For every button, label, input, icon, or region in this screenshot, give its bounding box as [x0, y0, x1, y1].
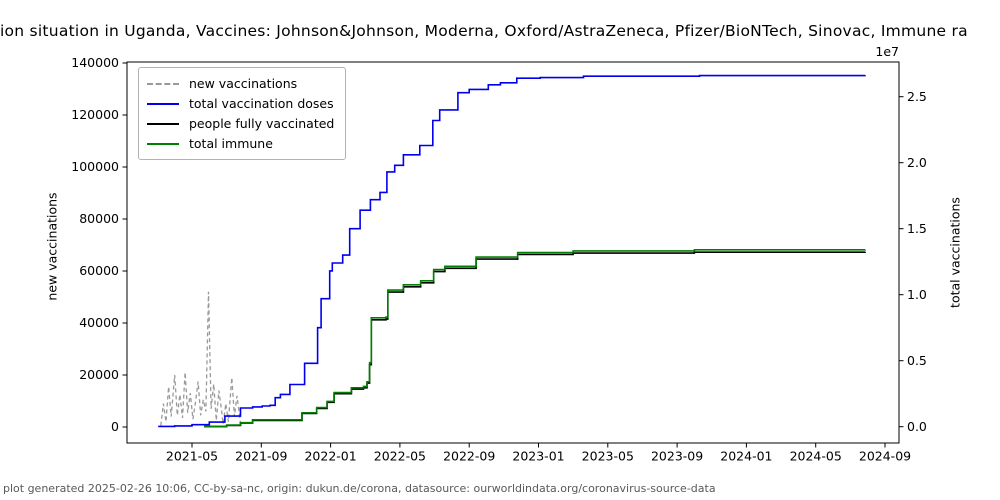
- y-tick-label-left: 80000: [79, 211, 119, 226]
- y-tick-label-left: 20000: [79, 367, 119, 382]
- y-tick-label-right: 2.0: [907, 155, 927, 170]
- x-tick-label: 2024-05: [790, 449, 842, 464]
- y-tick-label-right: 1.5: [907, 221, 927, 236]
- series-line-new-vaccinations: [160, 291, 244, 426]
- legend-line-sample: [147, 83, 179, 85]
- legend-label: total immune: [189, 136, 273, 151]
- y-axis-label-right: total vaccinations: [947, 197, 963, 308]
- y-tick-label-right: 1.0: [907, 287, 927, 302]
- y-tick-label-left: 40000: [79, 315, 119, 330]
- legend-line-sample: [147, 123, 179, 125]
- x-tick-label: 2023-09: [651, 449, 703, 464]
- y-tick-label-right: 0.5: [907, 353, 927, 368]
- axis-offset-text: 1e7: [875, 44, 899, 59]
- y-tick-label-left: 100000: [71, 159, 119, 174]
- legend-line-sample: [147, 103, 179, 105]
- series-line-people-fully-vaccinated: [204, 251, 866, 428]
- legend-item: total vaccination doses: [147, 94, 337, 114]
- y-tick-label-right: 0.0: [907, 419, 927, 434]
- legend-label: people fully vaccinated: [189, 116, 335, 131]
- legend-item: total immune: [147, 134, 337, 154]
- series-line-total-immune: [204, 249, 866, 428]
- legend-item: people fully vaccinated: [147, 114, 337, 134]
- x-tick-label: 2022-05: [374, 449, 426, 464]
- axes-frame: [126, 61, 900, 444]
- x-tick-label: 2023-01: [512, 449, 564, 464]
- legend-label: total vaccination doses: [189, 96, 334, 111]
- x-tick-label: 2021-09: [235, 449, 287, 464]
- chart-title: ion situation in Uganda, Vaccines: Johns…: [0, 22, 968, 40]
- series-line-total-vaccination-doses: [158, 74, 866, 428]
- x-tick-label: 2022-01: [304, 449, 356, 464]
- legend-line-sample: [147, 143, 179, 145]
- y-tick-label-left: 140000: [71, 55, 119, 70]
- y-tick-label-left: 0: [111, 419, 119, 434]
- x-tick-label: 2024-01: [720, 449, 772, 464]
- y-axis-label-left: new vaccinations: [44, 192, 60, 301]
- x-tick-label: 2021-05: [166, 449, 218, 464]
- y-tick-label-right: 2.5: [907, 89, 927, 104]
- legend-label: new vaccinations: [189, 76, 298, 91]
- legend-box: new vaccinations total vaccination doses p…: [138, 67, 346, 160]
- x-tick-label: 2024-09: [859, 449, 911, 464]
- x-tick-label: 2023-05: [582, 449, 634, 464]
- x-tick-label: 2022-09: [443, 449, 495, 464]
- y-tick-label-left: 120000: [71, 107, 119, 122]
- y-tick-label-left: 60000: [79, 263, 119, 278]
- legend-item: new vaccinations: [147, 74, 337, 94]
- footer-credit: plot generated 2025-02-26 10:06, CC-by-s…: [3, 482, 716, 495]
